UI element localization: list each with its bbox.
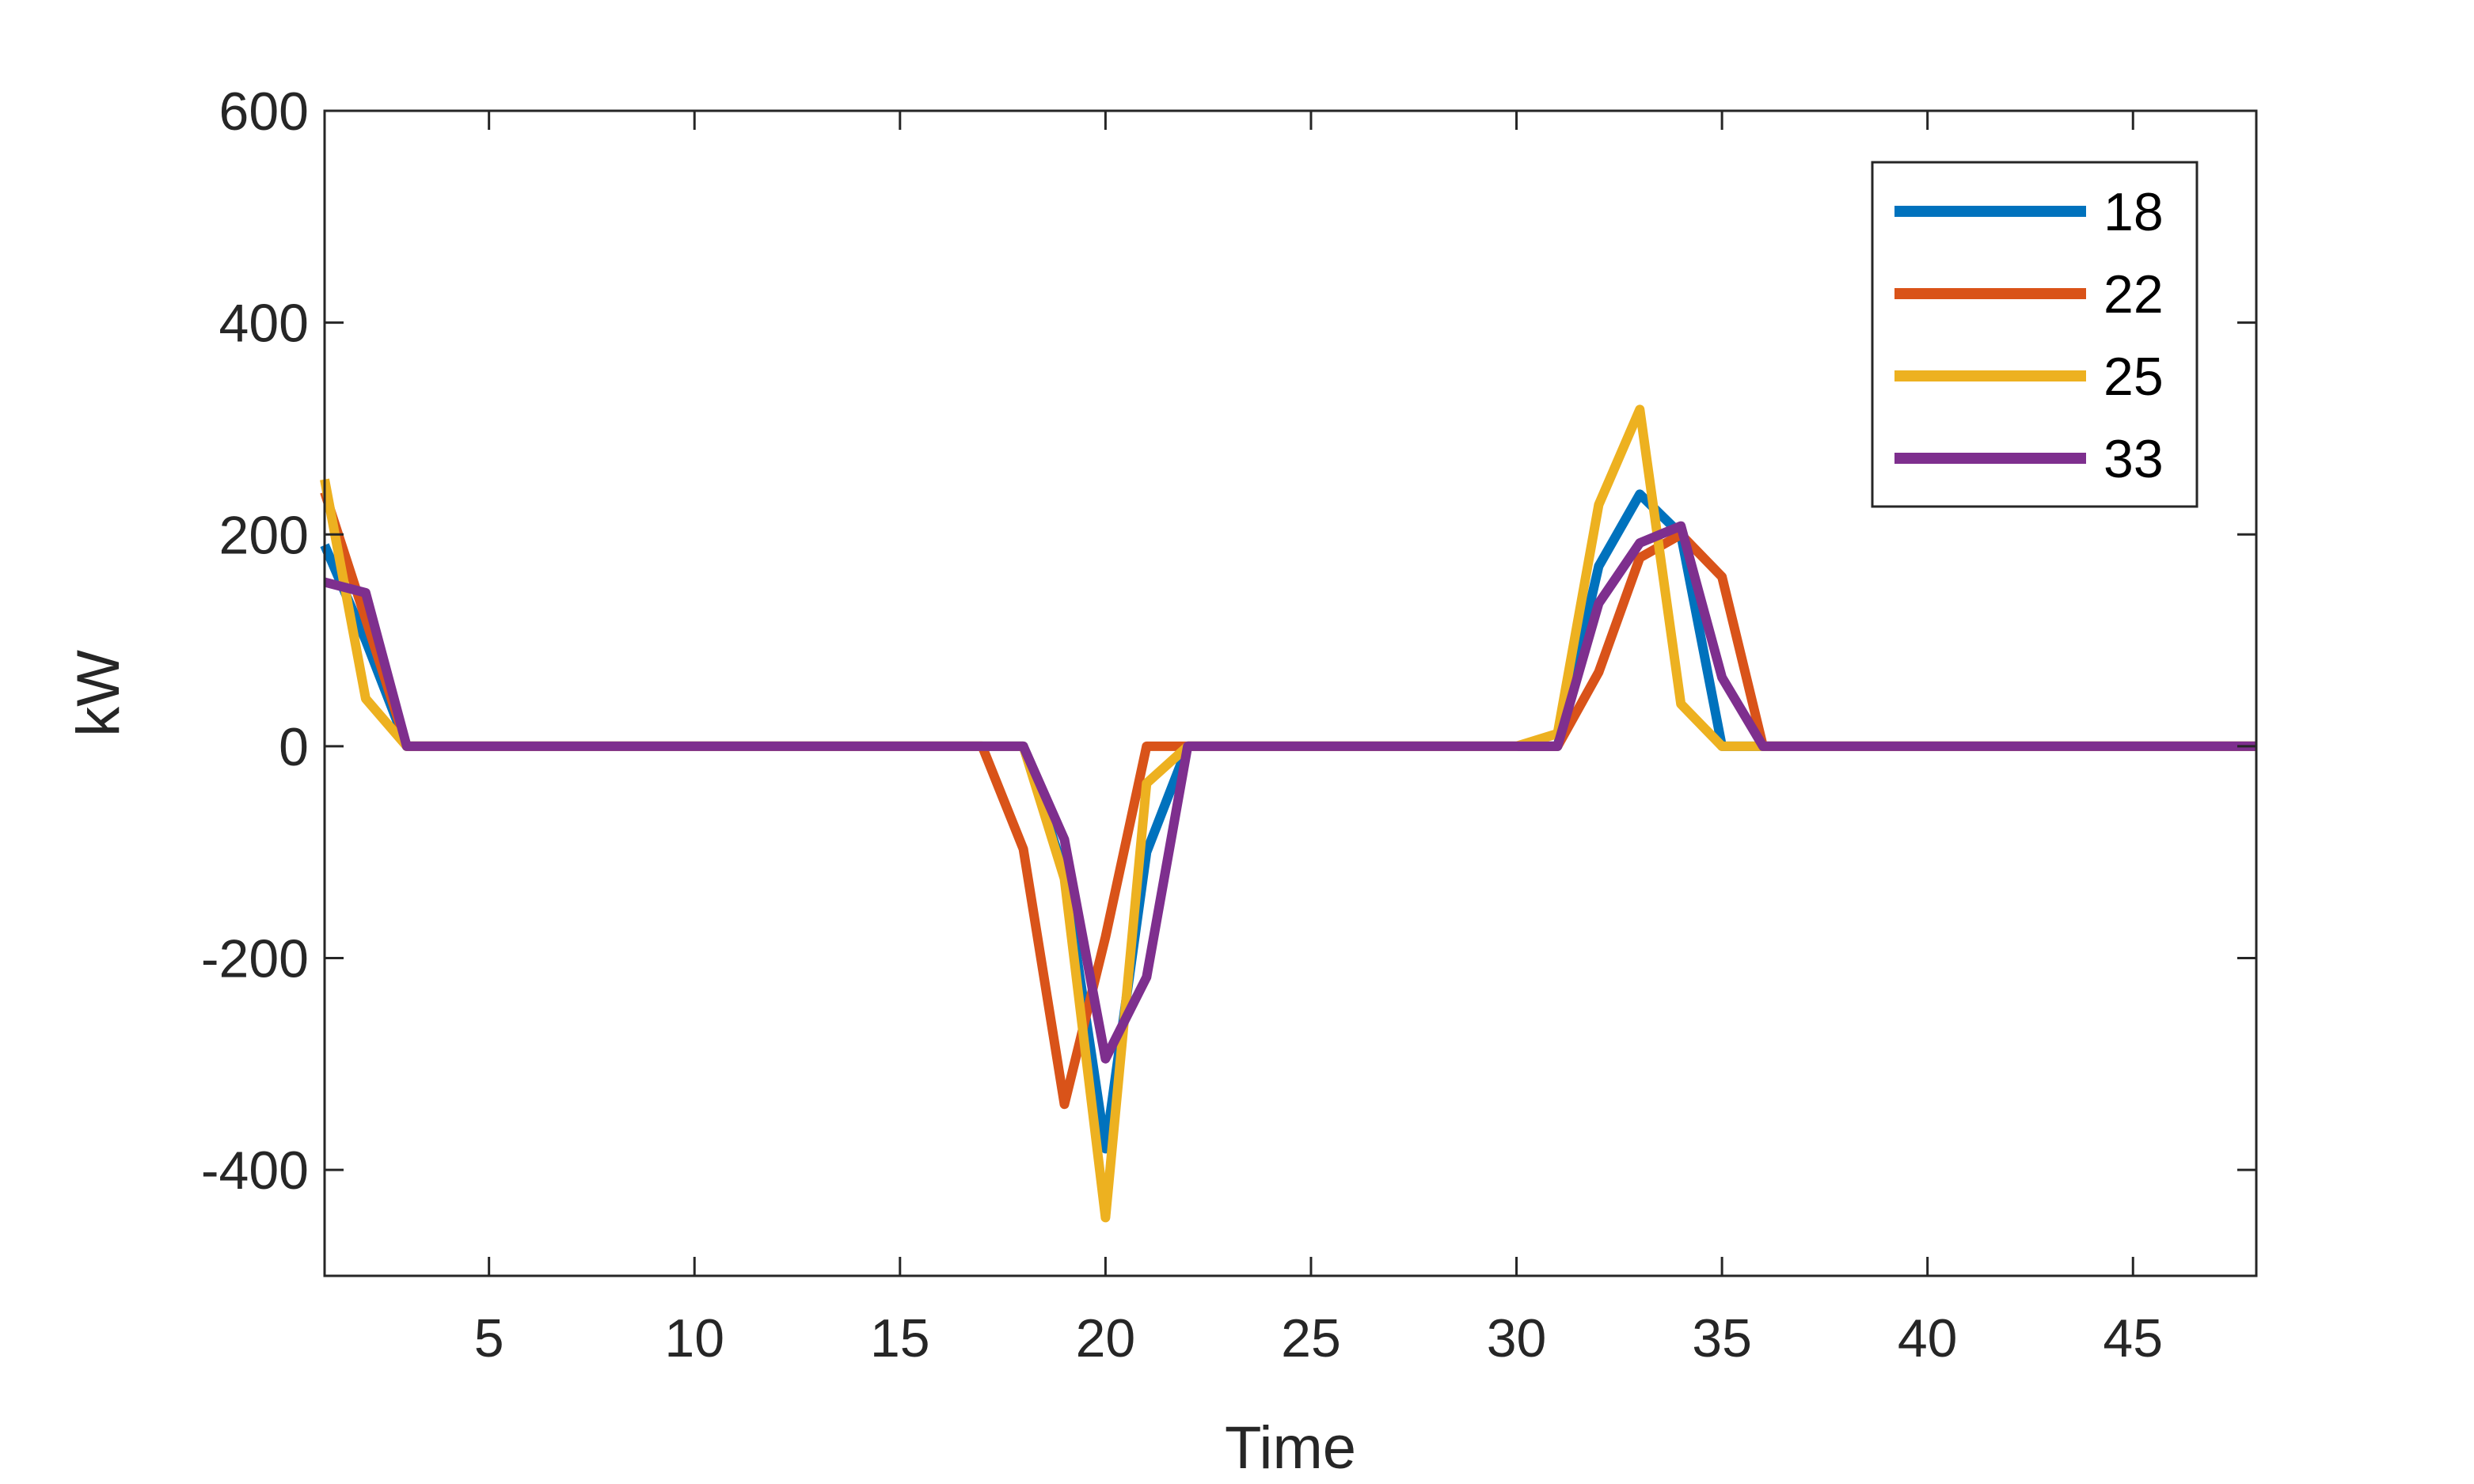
series-line-33 — [323, 521, 2256, 1064]
x-tick-label: 35 — [1692, 1308, 1752, 1368]
x-tick-label: 30 — [1487, 1308, 1547, 1368]
y-tick-label: 400 — [219, 294, 309, 354]
x-tick-label: 40 — [1898, 1308, 1958, 1368]
plot-frame — [323, 109, 2258, 1277]
series-layer — [320, 404, 2256, 1223]
legend: 18 22 25 33 — [1871, 161, 2198, 508]
y-tick-label: -200 — [201, 929, 309, 989]
y-tick-label: -400 — [201, 1141, 309, 1201]
legend-label-25: 25 — [2103, 347, 2164, 407]
x-axis-title: Time — [1225, 1414, 1356, 1482]
tick-layer: 5 10 15 20 25 30 35 40 45 -400 -200 0 200 400 600 — [201, 82, 2256, 1368]
legend-box — [1871, 161, 2198, 508]
y-axis-title: kW — [65, 650, 132, 737]
x-tick-label: 20 — [1076, 1308, 1136, 1368]
x-tick-label: 45 — [2103, 1308, 2163, 1368]
x-tick-label: 10 — [664, 1308, 724, 1368]
legend-label-18: 18 — [2103, 182, 2164, 242]
y-tick-label: 600 — [219, 82, 309, 142]
x-tick-label: 5 — [474, 1308, 504, 1368]
x-tick-label: 15 — [870, 1308, 930, 1368]
legend-label-33: 33 — [2103, 429, 2164, 489]
y-tick-label: 200 — [219, 505, 309, 565]
legend-label-22: 22 — [2103, 264, 2164, 325]
y-tick-label: 0 — [279, 717, 309, 777]
x-tick-label: 25 — [1281, 1308, 1341, 1368]
